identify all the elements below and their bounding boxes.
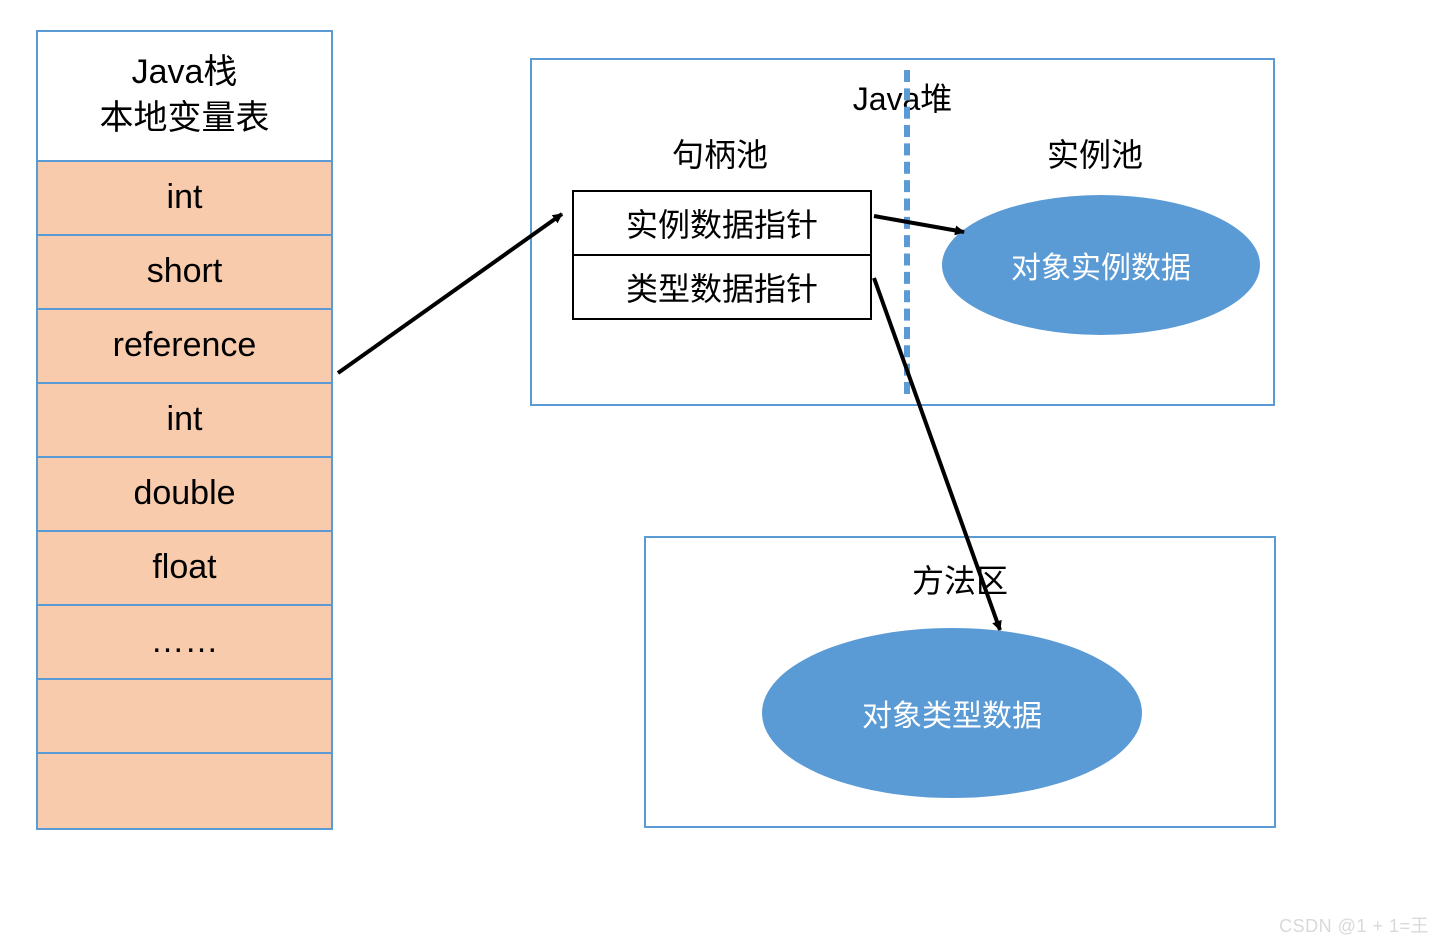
instance-pool-label: 实例池 — [1047, 130, 1143, 176]
handle-box: 实例数据指针 类型数据指针 — [572, 190, 872, 320]
watermark: CSDN @1 + 1=王 — [1279, 912, 1429, 938]
method-area-box: 方法区 对象类型数据 — [644, 536, 1276, 828]
arrow-reference-to-handle — [338, 214, 562, 373]
stack-row: int — [38, 384, 331, 458]
stack-row: float — [38, 532, 331, 606]
java-heap-box: Java堆 句柄池 实例池 实例数据指针 类型数据指针 对象实例数据 — [530, 58, 1275, 406]
stack-row-reference: reference — [38, 310, 331, 384]
instance-data-pointer: 实例数据指针 — [574, 192, 870, 256]
stack-row: …… — [38, 606, 331, 680]
stack-row — [38, 680, 331, 754]
type-data-ellipse-label: 对象类型数据 — [862, 691, 1042, 735]
stack-header: Java栈 本地变量表 — [38, 32, 331, 162]
type-data-pointer: 类型数据指针 — [574, 256, 870, 318]
java-stack-table: Java栈 本地变量表 int short reference int doub… — [36, 30, 333, 830]
stack-row: double — [38, 458, 331, 532]
instance-data-ellipse-label: 对象实例数据 — [1011, 243, 1191, 287]
stack-row: int — [38, 162, 331, 236]
stack-row — [38, 754, 331, 828]
stack-row: short — [38, 236, 331, 310]
heap-divider-line — [904, 70, 910, 394]
handle-pool-label: 句柄池 — [672, 130, 768, 176]
method-area-title: 方法区 — [912, 556, 1008, 602]
type-data-ellipse: 对象类型数据 — [762, 628, 1142, 798]
stack-title-line2: 本地变量表 — [100, 99, 270, 137]
heap-title: Java堆 — [853, 74, 953, 120]
stack-title-line1: Java栈 — [132, 53, 238, 91]
instance-data-ellipse: 对象实例数据 — [942, 195, 1260, 335]
